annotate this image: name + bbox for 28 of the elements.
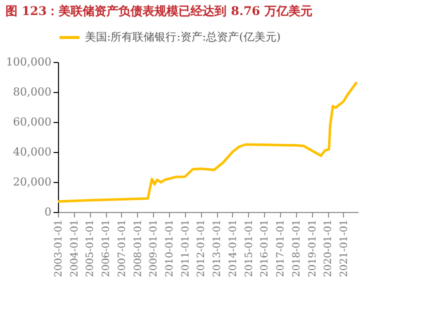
x-tick-label: 2014-01-01: [228, 220, 239, 278]
y-tick-label: 60,000: [13, 116, 52, 128]
x-tick-label: 2007-01-01: [116, 220, 128, 278]
x-tick-label: 2019-01-01: [307, 220, 318, 278]
x-tick-label: 2015-01-01: [244, 220, 255, 278]
x-tick-label: 2005-01-01: [85, 220, 96, 278]
x-tick-label: 2004-01-01: [69, 220, 80, 278]
x-tick-label: 2010-01-01: [164, 220, 176, 278]
y-tick-label: 0: [44, 206, 52, 218]
x-tick-label: 2021-01-01: [338, 220, 350, 278]
y-tick-label: 20,000: [13, 176, 52, 188]
x-tick-label: 2020-01-01: [323, 220, 334, 278]
x-tick-label: 2011-01-01: [180, 220, 192, 278]
x-tick-label: 2006-01-01: [101, 220, 112, 278]
x-tick-label: 2017-01-01: [276, 220, 287, 278]
x-tick-label: 2016-01-01: [260, 220, 271, 278]
y-tick-label: 40,000: [13, 146, 52, 158]
legend-label: 美国:所有联储银行:资产:总资产(亿美元): [85, 30, 281, 44]
chart-title: 图 123：美联储资产负债表规模已经达到 8.76 万亿美元: [6, 4, 312, 18]
x-tick-label: 2009-01-01: [148, 220, 160, 278]
y-tick-label: 100,000: [6, 56, 52, 68]
x-tick-label: 2008-01-01: [132, 220, 144, 278]
x-tick-label: 2012-01-01: [196, 220, 208, 278]
line-series: [56, 80, 358, 203]
x-tick-label: 2018-01-01: [291, 220, 302, 278]
x-tick-label: 2013-01-01: [212, 220, 224, 278]
y-tick-label: 80,000: [13, 86, 52, 98]
x-tick-label: 2003-01-01: [54, 220, 64, 278]
